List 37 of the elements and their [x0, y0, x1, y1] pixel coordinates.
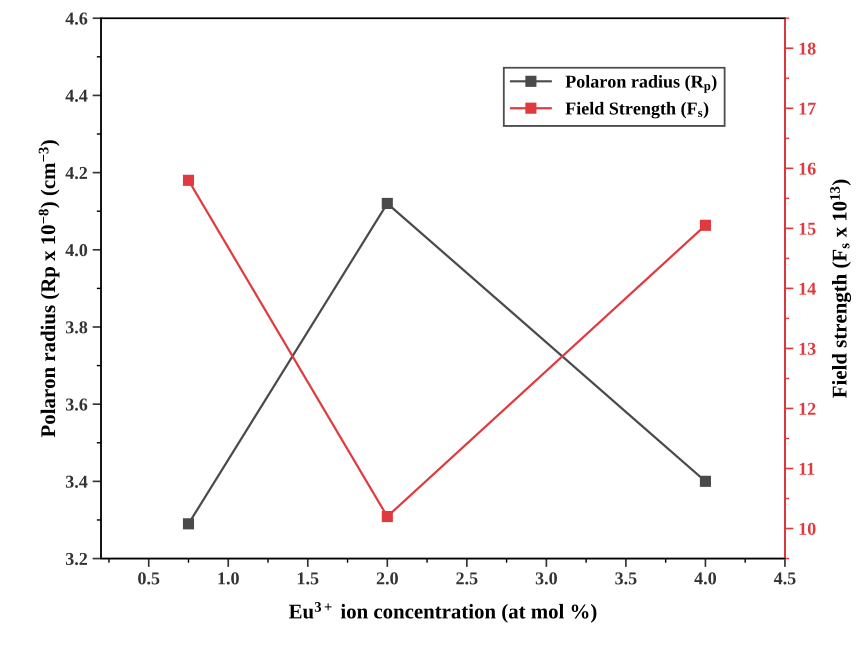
y2-tick-label: 12 — [800, 402, 816, 415]
y-tick-label: 3.6 — [66, 398, 88, 411]
y-tick-label: 4.6 — [65, 12, 88, 25]
y2-tick-label: 15 — [800, 222, 816, 235]
y2-tick-label: 14 — [800, 282, 816, 295]
point — [182, 518, 194, 530]
y-tick-label: 3.2 — [66, 552, 88, 566]
y-tick-label: 4.2 — [65, 166, 88, 180]
y-tick-label: 4.0 — [65, 244, 88, 256]
x-tick-label: 2.0 — [376, 572, 398, 585]
y-tick-label: 3.8 — [66, 321, 88, 334]
y2-tick-label: 16 — [800, 162, 816, 175]
x-tick-label: 3.5 — [615, 572, 637, 585]
point — [700, 476, 711, 487]
y2-axis-title: Field strength (F$_{s}$ x 10$^{13}$) — [830, 180, 852, 398]
point — [700, 220, 711, 231]
y-tick-label: 4.4 — [65, 90, 88, 102]
legend-label: Polaron radius (R$_{p}$) — [566, 75, 716, 93]
y2-tick-label: 17 — [800, 102, 816, 115]
y2-tick-label: 18 — [800, 42, 816, 55]
x-tick-label: 1.0 — [218, 572, 239, 585]
point — [382, 510, 393, 522]
y2-tick-label: 10 — [800, 522, 816, 535]
point — [182, 174, 194, 186]
x-tick-label: 4.0 — [694, 572, 716, 585]
y-tick-label: 3.4 — [66, 476, 88, 488]
x-tick-label: 0.5 — [138, 572, 160, 585]
legend-label: Field Strength (F$_{s}$) — [566, 102, 708, 118]
x-axis-title: Eu$^{3+}$ ion concentration (at mol %) — [288, 602, 596, 623]
y2-tick-label: 11 — [800, 462, 814, 475]
y-axis-title: Polaron radius (Rp x 10$^{−8}$) (cm$^{−3}$) — [38, 140, 60, 438]
x-tick-label: 2.5 — [456, 572, 478, 585]
y2-tick-label: 13 — [800, 342, 816, 355]
x-tick-label: 1.5 — [298, 572, 318, 585]
x-tick-label: 4.5 — [774, 572, 796, 585]
point — [382, 198, 393, 210]
x-tick-label: 3.0 — [536, 572, 557, 585]
